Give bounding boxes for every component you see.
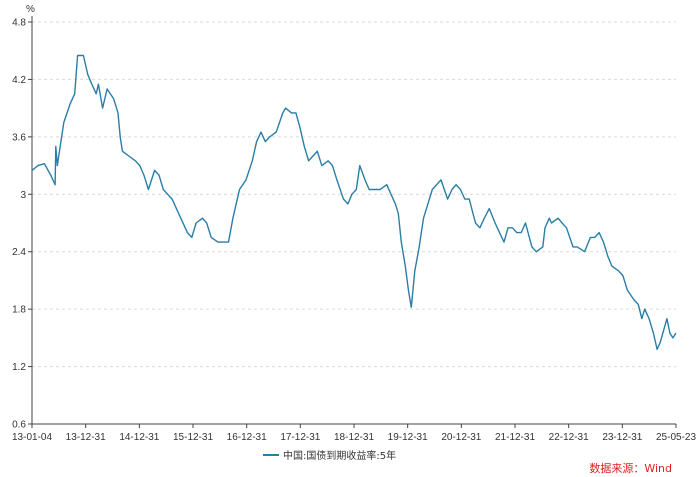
x-tick-label: 16-12-31 (227, 432, 267, 443)
y-tick-label: 3 (20, 190, 26, 201)
x-axis-ticks: 13-01-04 13-12-31 14-12-31 15-12-31 16-12-31… (12, 424, 696, 443)
y-tick-label: 3.6 (12, 132, 26, 143)
y-tick-label: 4.2 (12, 75, 26, 86)
y-tick-label: 0.6 (12, 420, 26, 431)
x-tick-label: 14-12-31 (119, 432, 159, 443)
y-axis-unit-label: % (26, 4, 35, 15)
x-tick-label: 18-12-31 (334, 432, 374, 443)
series-lines (31, 54, 677, 350)
legend-label: 中国:国债到期收益率:5年 (283, 449, 396, 462)
x-tick-label: 22-12-31 (549, 432, 589, 443)
y-axis-ticks: 0.6 1.2 1.8 2.4 3 3.6 4.2 4.8 (12, 18, 32, 431)
x-tick-label: 13-01-04 (12, 432, 52, 443)
y-tick-label: 1.8 (12, 305, 26, 316)
x-tick-label: 13-12-31 (66, 432, 106, 443)
y-tick-label: 1.2 (12, 362, 26, 373)
x-tick-label: 23-12-31 (602, 432, 642, 443)
axes (31, 16, 676, 425)
x-tick-label: 21-12-31 (495, 432, 535, 443)
x-tick-label: 19-12-31 (388, 432, 428, 443)
x-tick-label: 20-12-31 (441, 432, 481, 443)
source-note: 数据来源：Wind (589, 461, 672, 475)
x-tick-label: 15-12-31 (173, 432, 213, 443)
series-line (31, 54, 677, 350)
gridlines (32, 21, 676, 368)
y-tick-label: 4.8 (12, 18, 26, 29)
x-tick-label: 25-05-23 (656, 432, 696, 443)
y-tick-label: 2.4 (12, 247, 26, 258)
x-tick-label: 17-12-31 (280, 432, 320, 443)
legend[interactable]: 中国:国债到期收益率:5年 (263, 449, 396, 462)
